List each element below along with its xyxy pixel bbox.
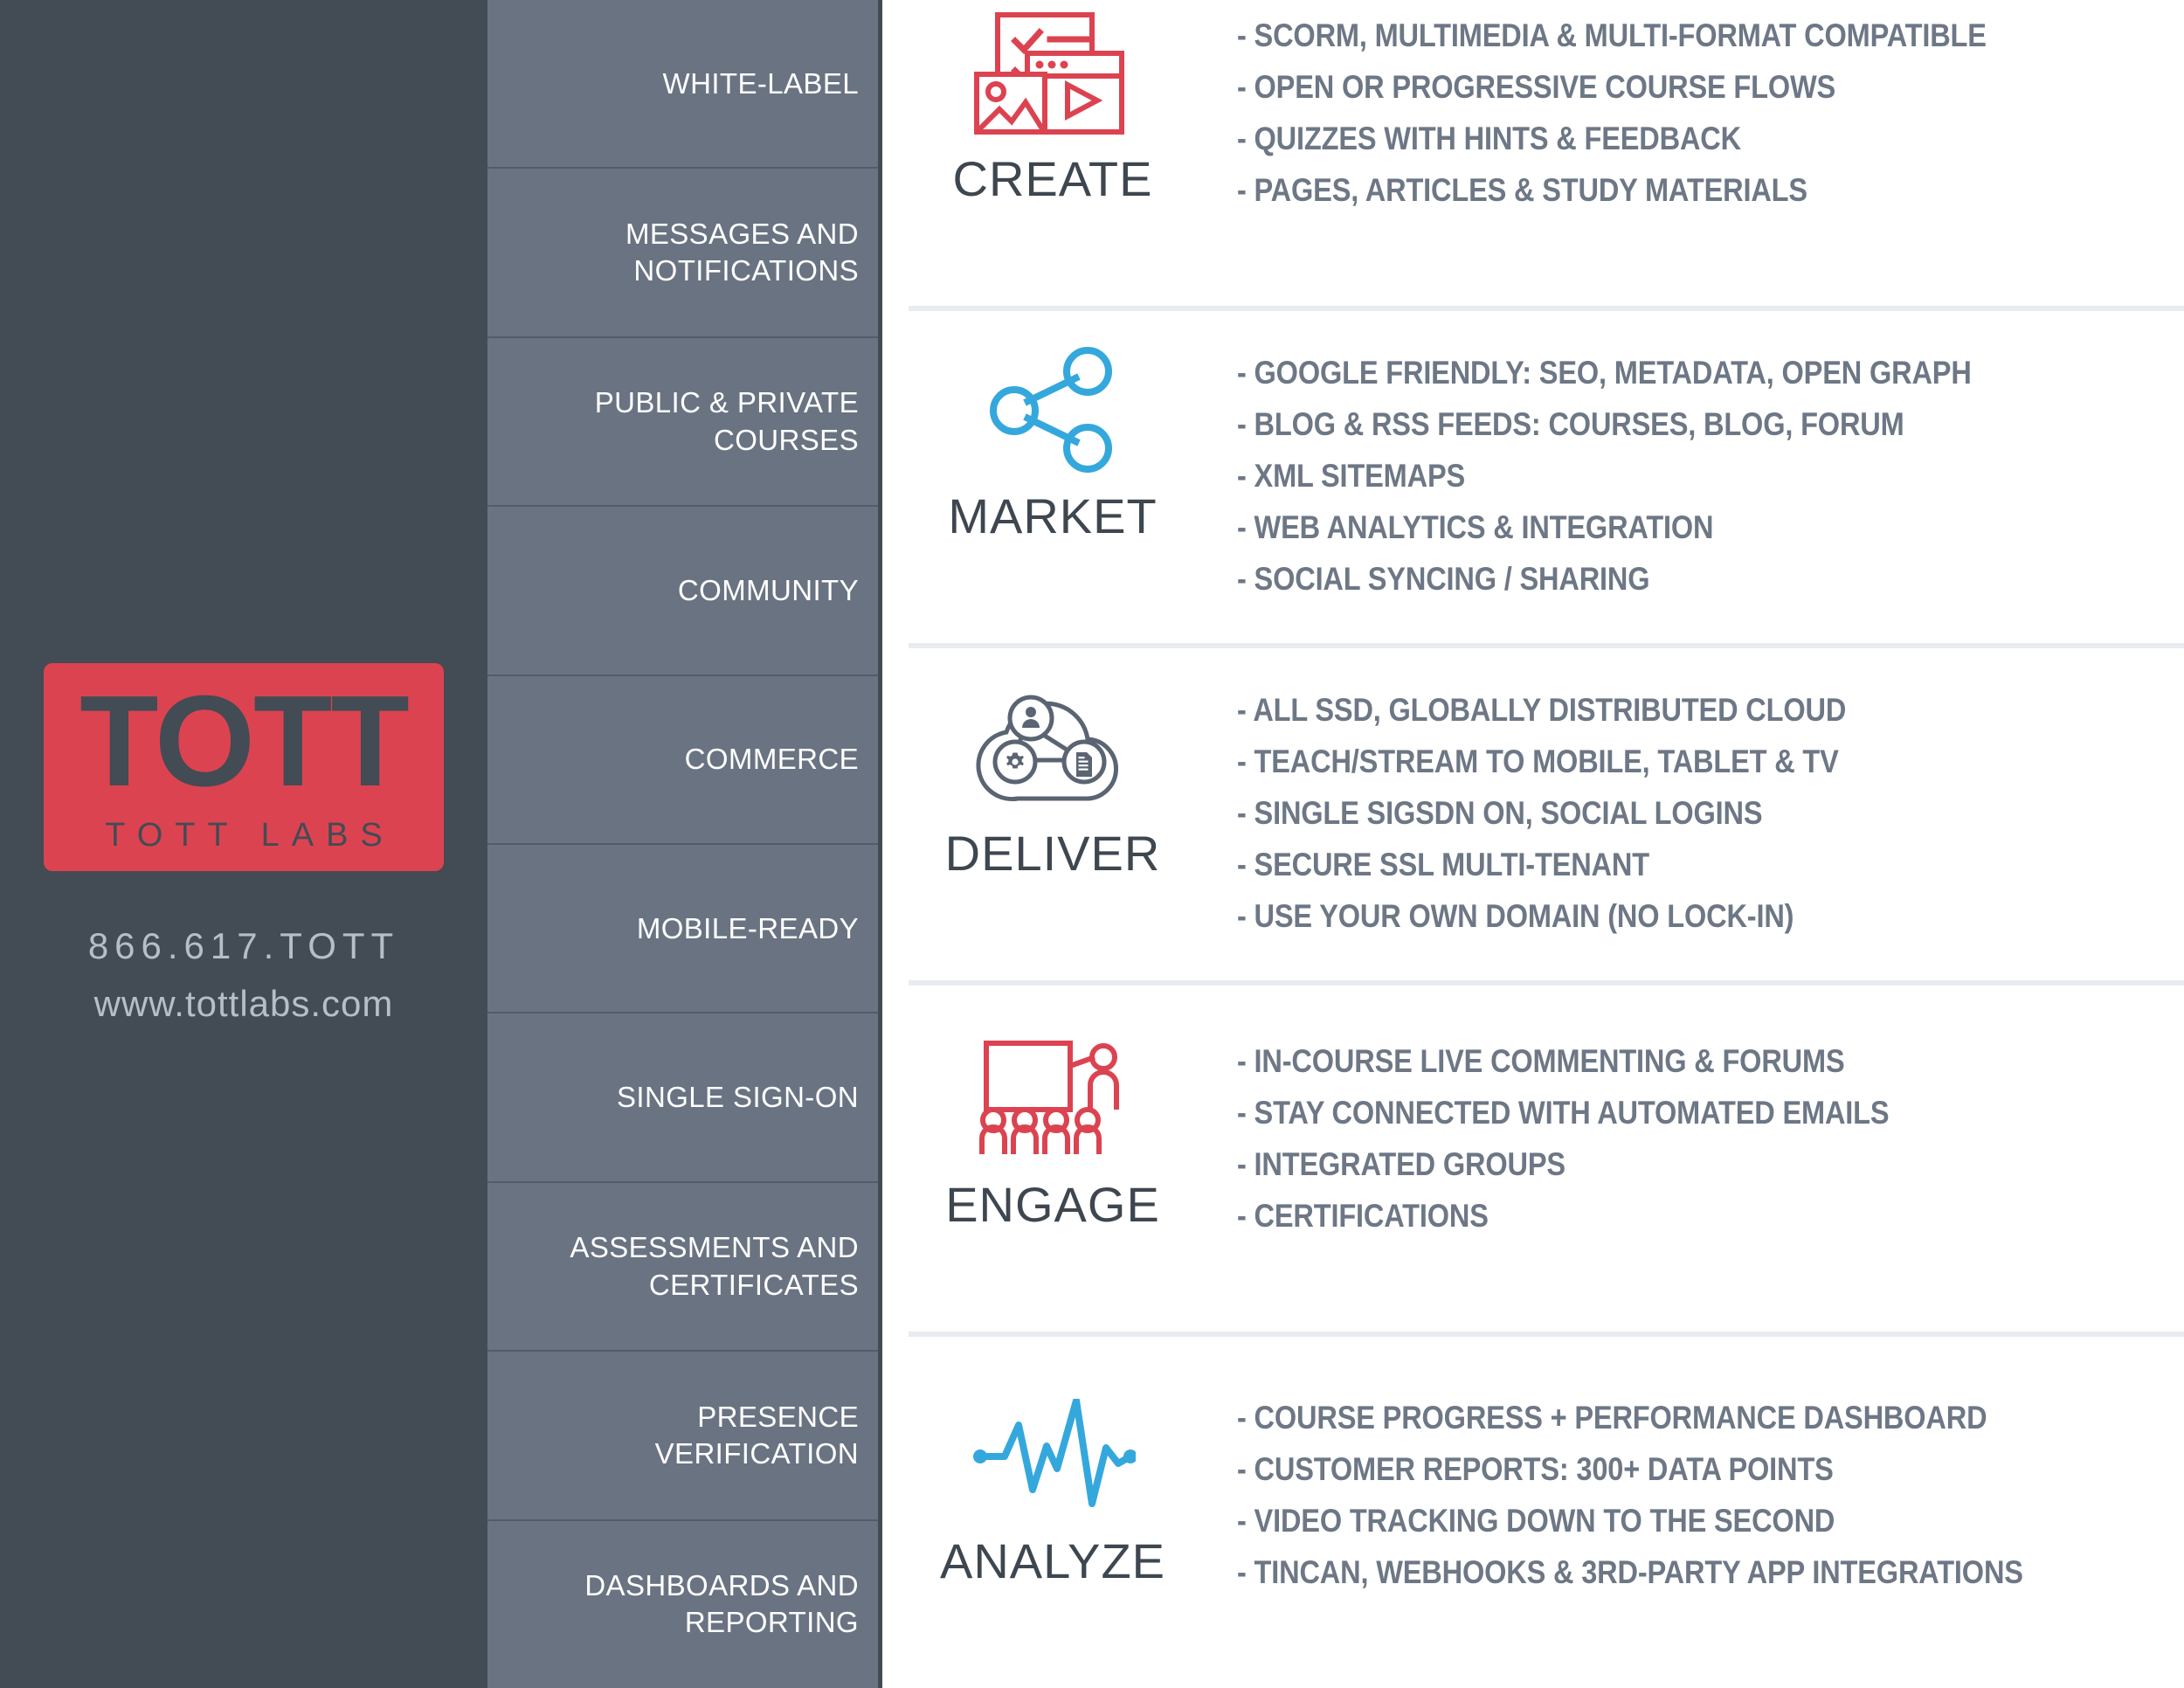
bullet-item: - CERTIFICATIONS: [1237, 1198, 1489, 1234]
feature-item-white-label[interactable]: WHITE-LABEL: [487, 0, 878, 169]
section-title: DELIVER: [944, 826, 1161, 881]
feature-label: MESSAGES AND NOTIFICATIONS: [625, 217, 859, 287]
bullet-item: - SOCIAL SYNCING / SHARING: [1237, 561, 1650, 597]
section-deliver: DELIVER - ALL SSD, GLOBALLY DISTRIBUTED …: [909, 643, 2184, 980]
bullet-item: - BLOG & RSS FEEDS: COURSES, BLOG, FORUM: [1237, 406, 1904, 442]
section-market: MARKET - GOOGLE FRIENDLY: SEO, METADATA,…: [909, 306, 2184, 643]
logo-wordmark: TOTT: [79, 669, 410, 814]
bullet-item: - WEB ANALYTICS & INTEGRATION: [1237, 509, 1714, 545]
share-network-icon: [983, 346, 1123, 475]
bullet-item: - OPEN OR PROGRESSIVE COURSE FLOWS: [1237, 69, 1836, 105]
bullet-item: - IN-COURSE LIVE COMMENTING & FORUMS: [1237, 1043, 1845, 1079]
feature-item-single-sign-on[interactable]: SINGLE SIGN-ON: [487, 1013, 878, 1183]
bullet-item: - GOOGLE FRIENDLY: SEO, METADATA, OPEN G…: [1237, 355, 1972, 391]
sections-column: CREATE - SCORM, MULTIMEDIA & MULTI-FORMA…: [882, 0, 2184, 1688]
content-authoring-icon: [970, 9, 1136, 138]
feature-item-public-and-private-courses[interactable]: PUBLIC & PRIVATE COURSES: [487, 338, 878, 508]
bullet-item: - SINGLE SIGSDN ON, SOCIAL LOGINS: [1237, 795, 1763, 831]
section-engage-bullets: - IN-COURSE LIVE COMMENTING & FORUMS - S…: [1197, 1026, 2167, 1232]
tott-logo: TOTT TOTT LABS: [44, 663, 444, 871]
feature-label: WHITE-LABEL: [662, 66, 859, 100]
feature-label: SINGLE SIGN-ON: [617, 1081, 859, 1114]
pulse-waveform-icon: [970, 1391, 1136, 1520]
feature-item-community[interactable]: COMMUNITY: [487, 507, 878, 676]
bullet-item: - SECURE SSL MULTI-TENANT: [1237, 847, 1649, 882]
section-engage: ENGAGE - IN-COURSE LIVE COMMENTING & FOR…: [909, 980, 2184, 1332]
feature-item-messages-and-notifications[interactable]: MESSAGES AND NOTIFICATIONS: [487, 169, 878, 338]
bullet-item: - ALL SSD, GLOBALLY DISTRIBUTED CLOUD: [1237, 692, 1847, 728]
feature-label: DASHBOARDS AND REPORTING: [584, 1569, 859, 1639]
bullet-item: - PAGES, ARTICLES & STUDY MATERIALS: [1237, 172, 1807, 208]
section-create-bullets: - SCORM, MULTIMEDIA & MULTI-FORMAT COMPA…: [1197, 0, 2167, 206]
feature-item-assessments-and-certificates[interactable]: ASSESSMENTS AND CERTIFICATES: [487, 1183, 878, 1352]
bullet-item: - QUIZZES WITH HINTS & FEEDBACK: [1237, 121, 1741, 156]
feature-label: ASSESSMENTS AND CERTIFICATES: [570, 1231, 859, 1301]
section-title: CREATE: [952, 151, 1153, 206]
bullet-item: - INTEGRATED GROUPS: [1237, 1146, 1565, 1182]
bullet-item: - TEACH/STREAM TO MOBILE, TABLET & TV: [1237, 744, 1839, 779]
section-deliver-bullets: - ALL SSD, GLOBALLY DISTRIBUTED CLOUD - …: [1197, 675, 2167, 932]
feature-item-dashboards-and-reporting[interactable]: DASHBOARDS AND REPORTING: [487, 1521, 878, 1688]
cloud-network-icon: [970, 683, 1136, 813]
feature-list: WHITE-LABEL MESSAGES AND NOTIFICATIONS P…: [487, 0, 882, 1688]
contact-phone: 866.617.TOTT: [87, 925, 400, 966]
bullet-item: - STAY CONNECTED WITH AUTOMATED EMAILS: [1237, 1095, 1890, 1131]
section-analyze-icon-wrap: ANALYZE: [909, 1382, 1197, 1589]
logo-tagline: TOTT LABS: [105, 816, 395, 854]
contact-website: www.tottlabs.com: [93, 983, 394, 1024]
section-analyze: ANALYZE - COURSE PROGRESS + PERFORMANCE …: [909, 1332, 2184, 1688]
bullet-item: - CUSTOMER REPORTS: 300+ DATA POINTS: [1237, 1451, 1834, 1487]
section-analyze-bullets: - COURSE PROGRESS + PERFORMANCE DASHBOAR…: [1197, 1382, 2167, 1588]
bullet-item: - VIDEO TRACKING DOWN TO THE SECOND: [1237, 1503, 1835, 1539]
feature-label: COMMERCE: [684, 743, 859, 776]
feature-item-presence-verification[interactable]: PRESENCE VERIFICATION: [487, 1352, 878, 1521]
classroom-presentation-icon: [974, 1034, 1131, 1164]
feature-item-mobile-ready[interactable]: MOBILE-READY: [487, 845, 878, 1014]
feature-item-commerce[interactable]: COMMERCE: [487, 676, 878, 846]
bullet-item: - SCORM, MULTIMEDIA & MULTI-FORMAT COMPA…: [1237, 17, 1987, 53]
brand-panel: TOTT TOTT LABS 866.617.TOTT www.tottlabs…: [0, 0, 487, 1688]
section-title: ENGAGE: [945, 1177, 1160, 1232]
section-market-bullets: - GOOGLE FRIENDLY: SEO, METADATA, OPEN G…: [1197, 337, 2167, 595]
feature-label: PUBLIC & PRIVATE COURSES: [594, 386, 859, 456]
bullet-item: - COURSE PROGRESS + PERFORMANCE DASHBOAR…: [1237, 1400, 1987, 1435]
section-market-icon-wrap: MARKET: [909, 337, 1197, 544]
bullet-item: - USE YOUR OWN DOMAIN (NO LOCK-IN): [1237, 898, 1794, 934]
section-engage-icon-wrap: ENGAGE: [909, 1026, 1197, 1233]
section-create: CREATE - SCORM, MULTIMEDIA & MULTI-FORMA…: [909, 0, 2184, 306]
bullet-item: - TINCAN, WEBHOOKS & 3RD-PARTY APP INTEG…: [1237, 1554, 2023, 1590]
feature-label: COMMUNITY: [677, 573, 859, 606]
section-title: ANALYZE: [939, 1533, 1166, 1588]
section-deliver-icon-wrap: DELIVER: [909, 675, 1197, 882]
section-title: MARKET: [948, 488, 1158, 543]
feature-label: MOBILE-READY: [636, 911, 859, 944]
feature-label: PRESENCE VERIFICATION: [654, 1400, 859, 1470]
section-create-icon-wrap: CREATE: [909, 0, 1197, 207]
bullet-item: - XML SITEMAPS: [1237, 458, 1466, 494]
